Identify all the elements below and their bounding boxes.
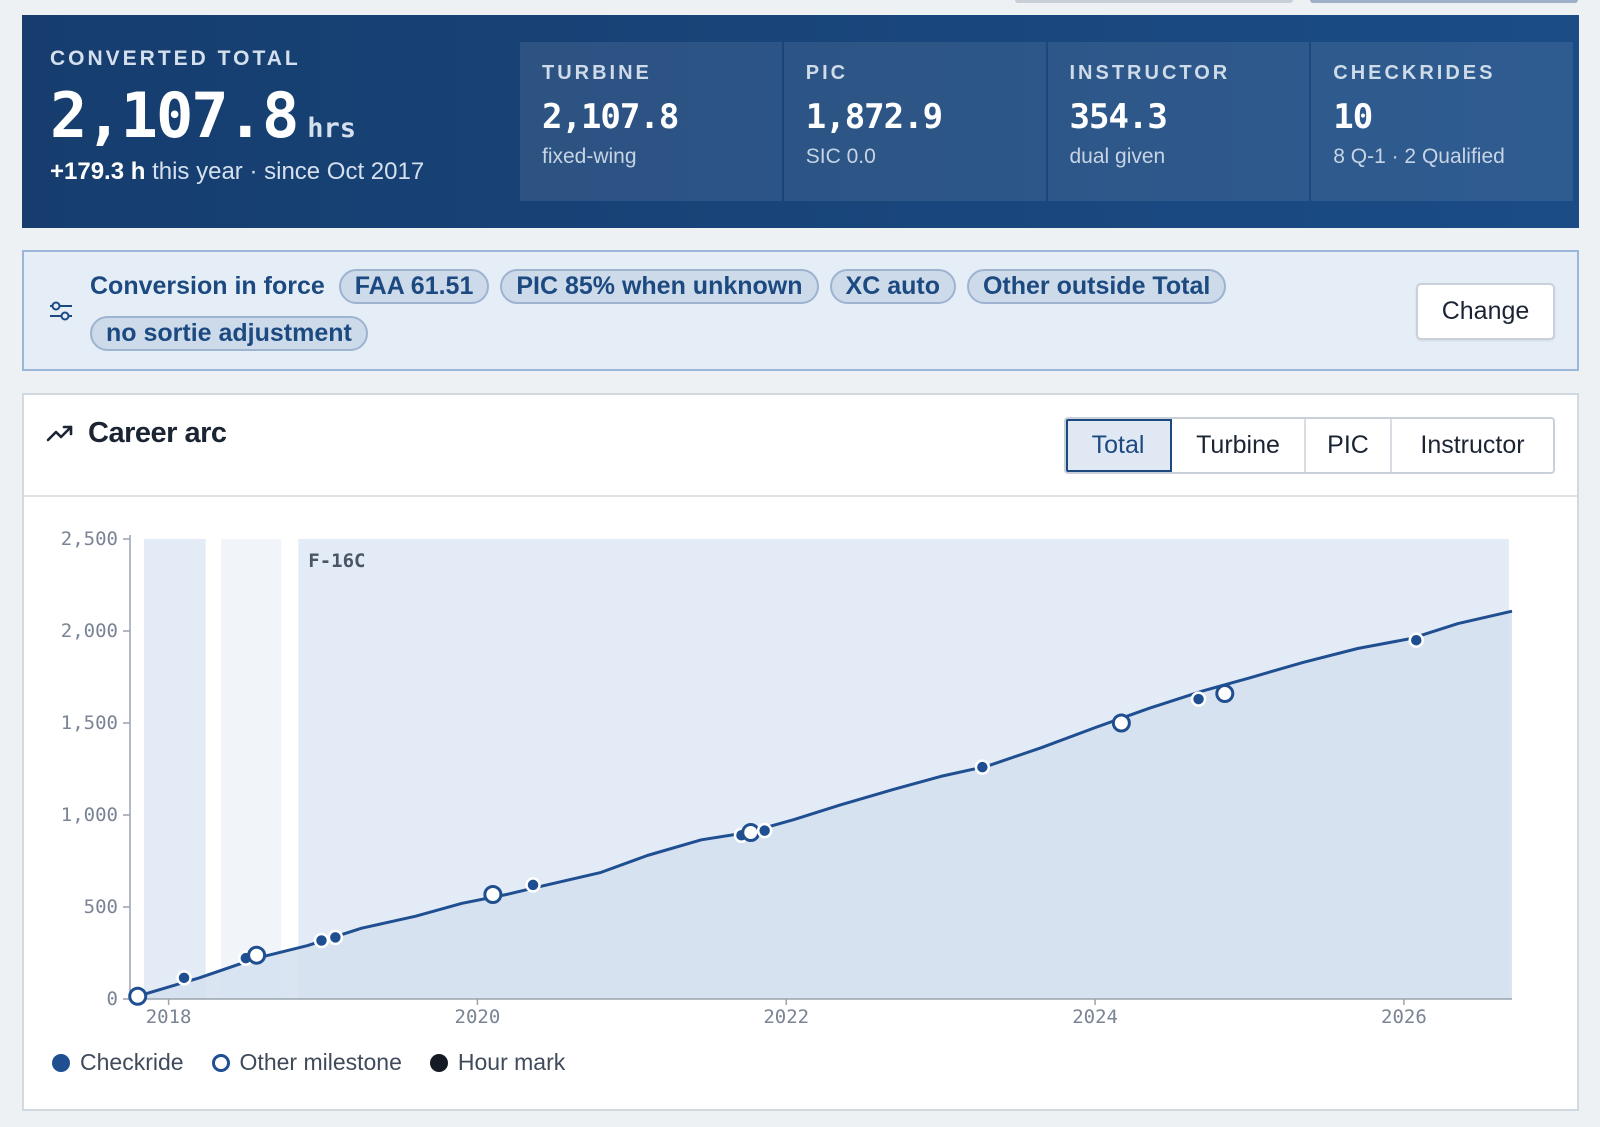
x-tick-label: 2018 <box>146 1006 192 1028</box>
y-tick-label: 500 <box>84 896 118 918</box>
checkride-marker <box>327 929 344 946</box>
checkride-marker <box>1408 632 1425 648</box>
cumulative-hours-line <box>137 609 1513 998</box>
rule-chip-xc: XC auto <box>829 268 956 304</box>
x-tick-label: 2020 <box>455 1006 501 1028</box>
stat-label: CHECKRIDES <box>1333 62 1496 84</box>
filled-dot-icon <box>52 1053 70 1072</box>
conversion-rules-bar: Conversion in force FAA 61.51 PIC 85% wh… <box>22 250 1579 371</box>
milestone-marker <box>741 822 761 842</box>
ring-dot-icon <box>211 1053 230 1072</box>
milestone-marker <box>1111 713 1131 733</box>
milestone-marker <box>247 945 267 965</box>
stat-value: 354.3 <box>1069 97 1168 137</box>
stat-grid: TURBINE 2,107.8 fixed-wing PIC 1,872.9 S… <box>520 42 1573 201</box>
checkride-marker <box>525 877 541 893</box>
legend-item-milestone: Other milestone <box>211 1049 402 1076</box>
legend-item-hour-mark: Hour mark <box>429 1049 566 1076</box>
x-tick-label: 2026 <box>1381 1006 1427 1028</box>
stat-card-instructor: INSTRUCTOR 354.3 dual given <box>1047 42 1310 201</box>
stat-sub: fixed-wing <box>542 145 637 168</box>
stat-value: 10 <box>1333 97 1373 137</box>
sliders-icon <box>50 301 72 321</box>
converted-total-label: CONVERTED TOTAL <box>50 47 301 70</box>
y-tick-label: 1,000 <box>61 804 118 826</box>
top-tab-edge <box>1015 0 1293 3</box>
chart-legend: Checkride Other milestone Hour mark <box>52 1049 565 1076</box>
tab-turbine[interactable]: Turbine <box>1172 419 1306 472</box>
stat-label: TURBINE <box>542 62 652 84</box>
tab-total[interactable]: Total <box>1066 419 1172 472</box>
converted-total-unit: hrs <box>307 113 357 144</box>
metric-tab-group: Total Turbine PIC Instructor <box>1064 417 1555 474</box>
trend-up-icon <box>46 425 73 441</box>
black-dot-icon <box>429 1053 448 1072</box>
y-tick-label: 2,000 <box>61 620 118 642</box>
checkride-marker <box>313 932 330 949</box>
milestone-marker <box>128 986 148 1006</box>
checkride-marker <box>756 822 773 839</box>
tab-instructor[interactable]: Instructor <box>1420 431 1525 459</box>
legend-label: Hour mark <box>457 1049 566 1075</box>
stat-value: 1,872.9 <box>805 97 943 137</box>
rule-chip-pic: PIC 85% when unknown <box>500 268 819 304</box>
stat-label: INSTRUCTOR <box>1069 62 1231 84</box>
converted-total-block: CONVERTED TOTAL 2,107.8 hrs +179.3 h this… <box>50 47 424 186</box>
y-tick-label: 1,500 <box>61 712 118 734</box>
y-tick-label: 0 <box>107 988 118 1010</box>
rule-chip-other: Other outside Total <box>966 268 1227 304</box>
legend-label: Other milestone <box>239 1049 402 1075</box>
legend-label: Checkride <box>80 1049 184 1075</box>
career-arc-title: Career arc <box>88 417 227 449</box>
checkride-marker <box>1190 691 1207 707</box>
rule-chip-sortie: no sortie adjustment <box>90 315 368 351</box>
rule-chip-faa: FAA 61.51 <box>338 268 490 304</box>
x-tick-label: 2024 <box>1072 1006 1118 1028</box>
career-arc-chart: F-16C 0 500 1,000 1,500 2,000 2,500 2018 2020 202… <box>61 528 1513 1028</box>
stat-sub: dual given <box>1069 145 1166 168</box>
aircraft-band-label: F-16C <box>308 550 365 572</box>
legend-item-checkride: Checkride <box>52 1049 184 1076</box>
conversion-title: Conversion in force <box>90 271 325 300</box>
checkride-marker <box>176 970 192 986</box>
converted-total-value: 2,107.8 <box>50 79 299 152</box>
career-arc-header: Career arc Total Turbine PIC Instructor <box>24 395 1577 497</box>
converted-total-banner: CONVERTED TOTAL 2,107.8 hrs +179.3 h this… <box>22 15 1579 228</box>
stat-card-pic: PIC 1,872.9 SIC 0.0 <box>783 42 1046 201</box>
aircraft-band-1 <box>221 539 282 999</box>
tab-pic[interactable]: PIC <box>1306 419 1392 472</box>
x-tick-label: 2022 <box>763 1006 809 1028</box>
stat-label: PIC <box>805 62 849 84</box>
converted-total-delta: +179.3 h this year · since Oct 2017 <box>50 158 424 186</box>
top-tab-edge-active <box>1310 0 1578 3</box>
stat-sub: SIC 0.0 <box>805 145 876 168</box>
stat-sub: 8 Q-1 · 2 Qualified <box>1333 145 1505 168</box>
delta-value: +179.3 h <box>50 158 146 185</box>
stat-card-checkrides: CHECKRIDES 10 8 Q-1 · 2 Qualified <box>1311 42 1573 201</box>
stat-card-turbine: TURBINE 2,107.8 fixed-wing <box>520 42 782 201</box>
cumulative-hours-area <box>137 611 1513 999</box>
conversion-content: Conversion in force FAA 61.51 PIC 85% wh… <box>90 268 1240 362</box>
checkride-marker <box>974 759 991 775</box>
change-conversion-button[interactable]: Change <box>1416 283 1555 340</box>
aircraft-band-0 <box>143 539 206 999</box>
milestone-marker <box>483 884 503 904</box>
career-arc-panel: Career arc Total Turbine PIC Instructor … <box>22 393 1579 1111</box>
stat-value: 2,107.8 <box>542 97 679 137</box>
milestone-marker <box>1215 684 1235 704</box>
y-tick-label: 2,500 <box>61 528 118 550</box>
delta-suffix: this year · since Oct 2017 <box>145 158 425 185</box>
